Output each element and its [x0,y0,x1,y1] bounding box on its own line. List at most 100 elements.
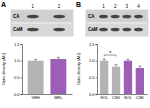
x-axis: SOLCSKSOLCSK [98,94,148,100]
blot-row-label: CA [88,14,95,19]
y-tick-label: 1.0 [14,58,20,63]
panel: B1234CACaM0.00.51.01.5SOLCSKSOLCSKOptic … [76,1,148,100]
y-tick-mark [21,77,23,78]
x-tick-label: SOL [124,95,133,100]
bar [100,61,108,94]
y-tick-label: 0.0 [14,92,20,97]
error-stem [58,57,59,59]
x-tick-label: SOL [100,95,109,100]
y-tick-mark [21,61,23,62]
lane-label: 4 [137,4,140,9]
x-axis: VEH MEL [23,94,73,100]
blot-row-label: CaM [13,27,23,32]
error-bar [57,57,60,59]
error-cap [34,59,37,60]
y-tick-label: 0.5 [89,75,95,80]
x-tick: CSK [136,94,145,100]
y-axis-title: Optic density (AU) [1,52,6,85]
error-stem [116,65,117,67]
y-axis-title: Optic density (AU) [76,52,81,85]
y-tick-mark [96,44,98,45]
blot-strip [87,11,147,22]
y-tick: 0.0 [14,92,22,97]
blot-strip [12,11,72,22]
error-cap [103,59,106,60]
y-axis: 0.0 0.5 1.0 1.5 [89,42,98,97]
bar [50,59,66,94]
blot-band [111,28,120,32]
y-tick: 0.5 [14,75,22,80]
blot-frame [86,10,148,36]
blot-band [53,28,65,32]
x-tick-label: VEH [32,95,40,100]
y-axis: 0.0 0.5 1.0 1.5 [14,42,23,97]
y-tick: 1.0 [89,58,97,63]
x-tick-label: MEL [54,95,63,100]
lane-label: 1 [32,4,35,9]
bar [136,68,144,94]
error-bar [34,59,37,60]
bar [28,61,44,94]
plot-area [28,57,67,94]
figure: A12CACaM0.00.51.01.5VEHMELOptic density … [0,0,150,108]
blot-band [27,15,39,19]
bar [124,61,132,94]
blot-frame [11,10,73,36]
y-tick: 1.5 [14,42,22,47]
x-axis-line [23,94,73,95]
lane-label: 2 [58,4,61,9]
x-tick: VEH [32,94,40,100]
y-tick-label: 1.5 [14,42,20,47]
blot-band [134,28,143,32]
error-bar [103,59,106,61]
blot-strip [87,24,147,35]
x-tick-label: CSK [136,95,145,100]
error-stem [35,59,36,60]
panel-label: B [76,1,81,8]
blot-row-label: CaM [88,27,98,32]
x-tick-label: CSK [112,95,121,100]
blot-band [27,28,39,32]
y-tick-mark [96,77,98,78]
y-tick: 1.5 [89,42,97,47]
blot-band [99,28,108,32]
y-axis-line [96,45,98,95]
error-cap [115,64,118,65]
x-tick: CSK [112,94,121,100]
y-tick-mark [21,44,23,45]
x-tick: MEL [54,94,63,100]
panel: A12CACaM0.00.51.01.5VEHMELOptic density … [1,1,73,100]
blot-band [134,15,143,19]
lane-label: 1 [102,4,105,9]
lane-label: 2 [114,4,117,9]
blot-band [111,15,120,19]
x-tick: SOL [100,94,109,100]
error-cap [138,66,141,67]
y-tick-mark [96,94,98,95]
lane-label: 3 [126,4,129,9]
blot-band [99,15,108,19]
y-axis-line [21,45,23,95]
error-cap [57,57,60,58]
y-tick: 0.5 [89,75,97,80]
y-tick-label: 1.0 [89,58,95,63]
error-cap [126,59,129,60]
y-tick: 0.0 [89,92,97,97]
annotation: * [109,50,112,56]
y-tick-label: 0.0 [89,92,95,97]
error-bar [115,65,118,67]
error-stem [104,59,105,61]
blot-band [122,28,131,32]
error-stem [139,66,140,68]
blot-band [53,15,65,19]
blot-row-label: CA [13,14,20,19]
y-tick: 1.0 [14,58,22,63]
blot-strip [12,24,72,35]
plot-area [100,59,144,94]
y-tick-mark [96,61,98,62]
x-tick: SOL [124,94,133,100]
error-bar [126,59,129,60]
y-tick-label: 1.5 [89,42,95,47]
blot-band [122,15,131,19]
error-bar [138,66,141,68]
